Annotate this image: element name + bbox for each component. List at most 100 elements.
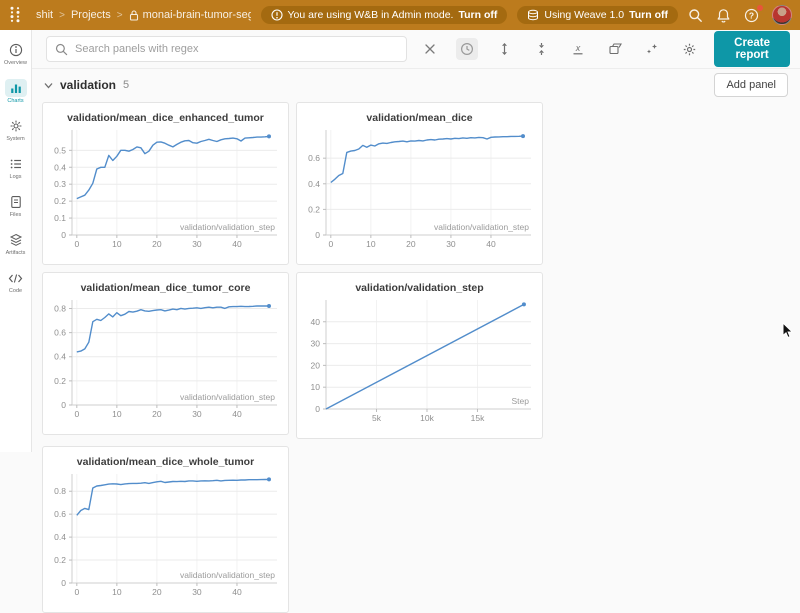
search-input[interactable]	[75, 43, 399, 55]
line-chart[interactable]: 0 10 20 30 40 5k 10k 15k Step	[298, 294, 541, 426]
svg-text:0.5: 0.5	[54, 145, 66, 155]
svg-text:40: 40	[232, 587, 242, 597]
sidebar-item-system[interactable]: System	[1, 114, 31, 145]
bell-icon[interactable]	[716, 8, 731, 23]
svg-text:0.1: 0.1	[54, 213, 66, 223]
svg-text:10: 10	[112, 239, 122, 249]
svg-text:0.4: 0.4	[54, 162, 66, 172]
admin-mode-banner[interactable]: You are using W&B in Admin mode. Turn of…	[260, 6, 508, 24]
x-axis-settings-button[interactable]: x	[567, 38, 589, 60]
help-button[interactable]: ?	[744, 4, 763, 23]
svg-text:20: 20	[406, 239, 416, 249]
breadcrumb-separator: >	[59, 9, 65, 21]
svg-text:10: 10	[311, 382, 321, 392]
svg-text:20: 20	[311, 360, 321, 370]
svg-text:0.6: 0.6	[54, 328, 66, 338]
magic-suggestions-button[interactable]	[641, 38, 663, 60]
clear-search-button[interactable]	[419, 38, 441, 60]
top-navbar: shit > Projects > monai-brain-tumor-segm…	[0, 0, 800, 30]
svg-text:0.2: 0.2	[54, 376, 66, 386]
sidebar-item-artifacts[interactable]: Artifacts	[1, 228, 31, 259]
create-report-button[interactable]: Create report	[714, 31, 790, 67]
chart-panel-mean-dice-tumor-core[interactable]: validation/mean_dice_tumor_core 0 0.2 0.4 0…	[42, 272, 289, 435]
breadcrumb-project[interactable]: monai-brain-tumor-segmentation	[129, 9, 251, 21]
svg-text:0.6: 0.6	[54, 509, 66, 519]
svg-text:validation/validation_step: validation/validation_step	[180, 570, 275, 580]
weave-layers-icon	[528, 9, 539, 21]
help-icon: ?	[744, 8, 759, 22]
breadcrumb-projects[interactable]: Projects	[70, 9, 111, 21]
svg-text:40: 40	[232, 239, 242, 249]
svg-text:10: 10	[112, 409, 122, 419]
sidebar-item-code[interactable]: Code	[1, 266, 31, 297]
gear-icon	[10, 120, 21, 132]
svg-text:Step: Step	[512, 396, 530, 406]
svg-text:10k: 10k	[420, 413, 434, 423]
collapse-vertical-icon	[538, 43, 544, 55]
svg-text:0: 0	[61, 230, 66, 240]
panel-search[interactable]	[46, 36, 408, 62]
svg-text:0.4: 0.4	[308, 179, 320, 189]
svg-text:0.8: 0.8	[54, 486, 66, 496]
alert-circle-icon	[270, 9, 283, 21]
svg-text:30: 30	[192, 409, 202, 419]
chart-panel-mean-dice-whole-tumor[interactable]: validation/mean_dice_whole_tumor 0 0.2 0.4…	[42, 446, 289, 613]
panel-settings-button[interactable]	[678, 38, 700, 60]
panel-layout-button[interactable]	[604, 38, 626, 60]
svg-text:validation/validation_step: validation/validation_step	[434, 222, 529, 232]
svg-text:10: 10	[112, 587, 122, 597]
section-collapse-toggle[interactable]: validation 5	[44, 78, 129, 92]
sidebar-item-charts[interactable]: Charts	[1, 76, 31, 107]
expand-panels-button[interactable]	[493, 38, 515, 60]
svg-text:0.2: 0.2	[54, 555, 66, 565]
validation-section-header: validation 5 Add panel	[32, 70, 800, 100]
weave-turn-off-button[interactable]: Turn off	[629, 9, 668, 21]
line-chart[interactable]: 0 0.1 0.2 0.3 0.4 0.5 0 10 20 30 40 validation/vali…	[44, 124, 287, 252]
svg-text:20: 20	[152, 409, 162, 419]
line-chart[interactable]: 0 0.2 0.4 0.6 0.8 0 10 20 30 40 validation/validat…	[44, 294, 287, 422]
svg-text:0.4: 0.4	[54, 352, 66, 362]
svg-text:20: 20	[152, 587, 162, 597]
svg-text:0: 0	[74, 239, 79, 249]
search-icon	[55, 43, 68, 55]
collapse-panels-button[interactable]	[530, 38, 552, 60]
chart-title: validation/validation_step	[355, 282, 484, 294]
history-toggle-button[interactable]	[456, 38, 479, 60]
chart-title: validation/mean_dice_tumor_core	[80, 282, 251, 294]
svg-text:0: 0	[315, 404, 320, 414]
breadcrumb: shit > Projects > monai-brain-tumor-segm…	[36, 9, 251, 21]
chart-panel-validation-step[interactable]: validation/validation_step 0 10 20 30 40 5k 10…	[296, 272, 543, 439]
chart-title: validation/mean_dice_enhanced_tumor	[67, 112, 264, 124]
chart-title: validation/mean_dice	[366, 112, 473, 124]
sidebar-item-files[interactable]: Files	[1, 190, 31, 221]
svg-text:10: 10	[366, 239, 376, 249]
file-icon	[10, 196, 21, 208]
svg-text:0.2: 0.2	[54, 196, 66, 206]
chart-panel-mean-dice[interactable]: validation/mean_dice 0 0.2 0.4 0.6 0 10 20 30 40…	[296, 102, 543, 265]
add-panel-button[interactable]: Add panel	[714, 73, 788, 97]
sidebar-item-overview[interactable]: Overview	[1, 38, 31, 69]
svg-text:0: 0	[74, 587, 79, 597]
breadcrumb-separator: >	[116, 9, 123, 21]
line-chart[interactable]: 0 0.2 0.4 0.6 0.8 0 10 20 30 40 validation/validat…	[44, 468, 287, 600]
svg-text:0: 0	[74, 409, 79, 419]
user-avatar[interactable]	[772, 5, 792, 25]
svg-text:30: 30	[192, 587, 202, 597]
svg-text:0.3: 0.3	[54, 179, 66, 189]
wandb-logo-icon[interactable]	[8, 6, 28, 24]
x-axis-icon: x	[573, 43, 583, 55]
svg-text:0.6: 0.6	[308, 153, 320, 163]
line-chart[interactable]: 0 0.2 0.4 0.6 0 10 20 30 40 validation/validation…	[298, 124, 541, 252]
chart-panel-mean-dice-enhanced-tumor[interactable]: validation/mean_dice_enhanced_tumor 0 0.1…	[42, 102, 289, 265]
sparkle-icon	[647, 44, 658, 54]
breadcrumb-user[interactable]: shit	[36, 9, 54, 21]
global-search-icon[interactable]	[688, 8, 703, 23]
chevron-down-icon	[44, 82, 53, 88]
svg-text:validation/validation_step: validation/validation_step	[180, 222, 275, 232]
weave-banner[interactable]: Using Weave 1.0 Turn off	[517, 6, 678, 24]
charts-icon	[10, 84, 21, 93]
admin-turn-off-button[interactable]: Turn off	[458, 9, 498, 21]
sidebar-item-logs[interactable]: Logs	[1, 152, 31, 183]
svg-text:20: 20	[152, 239, 162, 249]
lock-icon	[129, 9, 138, 21]
